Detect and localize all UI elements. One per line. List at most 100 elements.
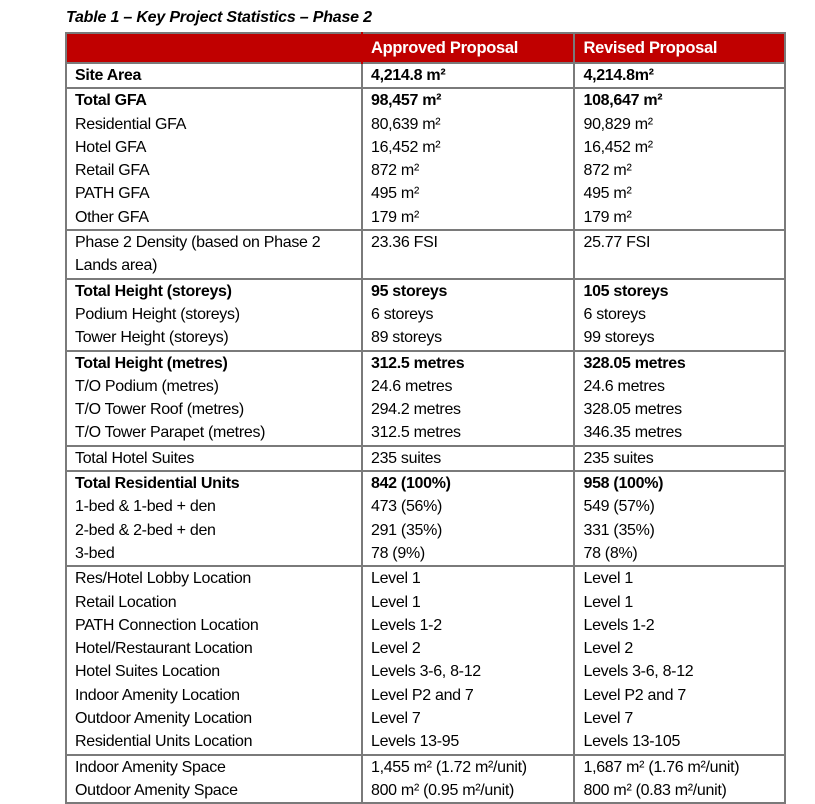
row-label: Residential Units Location bbox=[65, 730, 363, 755]
approved-value: 1,455 m² (1.72 m²/unit) bbox=[360, 753, 576, 779]
revised-value: 346.35 metres bbox=[573, 421, 786, 446]
approved-value: 78 (9%) bbox=[360, 541, 576, 567]
revised-value: Level 1 bbox=[573, 590, 786, 614]
approved-value: 24.6 metres bbox=[360, 374, 576, 399]
approved-value: Levels 13-95 bbox=[360, 730, 576, 755]
table-row: Residential Units Location Levels 13-95 Le… bbox=[65, 730, 786, 755]
table-row: Site Area 4,214.8 m² 4,214.8m² bbox=[65, 61, 786, 89]
revised-value: Levels 1-2 bbox=[573, 613, 786, 638]
revised-value: Levels 3-6, 8-12 bbox=[573, 660, 786, 684]
row-label: Outdoor Amenity Location bbox=[65, 707, 363, 731]
revised-value: 90,829 m² bbox=[573, 112, 786, 136]
revised-value: 6 storeys bbox=[573, 302, 786, 327]
revised-value: 872 m² bbox=[573, 159, 786, 183]
approved-value: 294.2 metres bbox=[360, 398, 576, 422]
table-row: Total Hotel Suites 235 suites 235 suites bbox=[65, 444, 786, 472]
row-label: Hotel Suites Location bbox=[65, 660, 363, 684]
approved-value: 872 m² bbox=[360, 159, 576, 183]
revised-value: Level 2 bbox=[573, 637, 786, 661]
header-blank bbox=[65, 32, 363, 63]
approved-value: Level 1 bbox=[360, 590, 576, 614]
revised-value: 78 (8%) bbox=[573, 541, 786, 567]
row-label: PATH Connection Location bbox=[65, 613, 363, 638]
table-row: Residential GFA 80,639 m² 90,829 m² bbox=[65, 112, 786, 136]
approved-value: 23.36 FSI bbox=[360, 229, 576, 279]
approved-value: 89 storeys bbox=[360, 326, 576, 351]
row-label: Residential GFA bbox=[65, 112, 363, 136]
row-label: PATH GFA bbox=[65, 182, 363, 206]
row-label: T/O Podium (metres) bbox=[65, 374, 363, 399]
key-project-statistics-table: Approved Proposal Revised Proposal Site … bbox=[65, 32, 786, 804]
table-row: Hotel GFA 16,452 m² 16,452 m² bbox=[65, 135, 786, 160]
revised-value: 328.05 metres bbox=[573, 349, 786, 375]
revised-value: 1,687 m² (1.76 m²/unit) bbox=[573, 753, 786, 779]
approved-value: Level 1 bbox=[360, 565, 576, 591]
row-label: Hotel/Restaurant Location bbox=[65, 637, 363, 661]
approved-value: 95 storeys bbox=[360, 277, 576, 303]
table-row: Retail GFA 872 m² 872 m² bbox=[65, 159, 786, 183]
header-approved-proposal: Approved Proposal bbox=[360, 32, 576, 63]
table-row: Other GFA 179 m² 179 m² bbox=[65, 205, 786, 231]
approved-value: Level 7 bbox=[360, 707, 576, 731]
row-label: Hotel GFA bbox=[65, 135, 363, 160]
table-row: Outdoor Amenity Location Level 7 Level 7 bbox=[65, 707, 786, 731]
row-label: Tower Height (storeys) bbox=[65, 326, 363, 351]
row-label: Phase 2 Density (based on Phase 2 Lands … bbox=[65, 229, 363, 279]
row-label: Podium Height (storeys) bbox=[65, 302, 363, 327]
revised-value: 495 m² bbox=[573, 182, 786, 206]
row-label: T/O Tower Roof (metres) bbox=[65, 398, 363, 422]
table-row: Total Height (storeys) 95 storeys 105 stor… bbox=[65, 277, 786, 303]
table-row: Phase 2 Density (based on Phase 2 Lands … bbox=[65, 229, 786, 279]
row-label: Retail Location bbox=[65, 590, 363, 614]
table-row: Total GFA 98,457 m² 108,647 m² bbox=[65, 87, 786, 113]
row-label: 2-bed & 2-bed + den bbox=[65, 518, 363, 542]
approved-value: 6 storeys bbox=[360, 302, 576, 327]
approved-value: 495 m² bbox=[360, 182, 576, 206]
table-row: Res/Hotel Lobby Location Level 1 Level 1 bbox=[65, 565, 786, 591]
table-row: T/O Podium (metres) 24.6 metres 24.6 metre… bbox=[65, 374, 786, 399]
approved-value: Levels 3-6, 8-12 bbox=[360, 660, 576, 684]
revised-value: 179 m² bbox=[573, 205, 786, 231]
row-label: Total Height (metres) bbox=[65, 349, 363, 375]
revised-value: 24.6 metres bbox=[573, 374, 786, 399]
approved-value: 291 (35%) bbox=[360, 518, 576, 542]
table-row: 2-bed & 2-bed + den 291 (35%) 331 (35%) bbox=[65, 518, 786, 542]
table-row: Podium Height (storeys) 6 storeys 6 storey… bbox=[65, 302, 786, 327]
revised-value: 549 (57%) bbox=[573, 495, 786, 519]
approved-value: 842 (100%) bbox=[360, 470, 576, 496]
table-row: PATH Connection Location Levels 1-2 Levels… bbox=[65, 613, 786, 638]
approved-value: Levels 1-2 bbox=[360, 613, 576, 638]
row-label: Total Residential Units bbox=[65, 470, 363, 496]
row-label: Total Hotel Suites bbox=[65, 444, 363, 472]
revised-value: 4,214.8m² bbox=[573, 61, 786, 89]
revised-value: 108,647 m² bbox=[573, 87, 786, 113]
approved-value: 312.5 metres bbox=[360, 421, 576, 446]
table-body: Site Area 4,214.8 m² 4,214.8m² Total GFA 98,… bbox=[65, 61, 786, 804]
table-row: Hotel Suites Location Levels 3-6, 8-12 Lev… bbox=[65, 660, 786, 684]
row-label: 3-bed bbox=[65, 541, 363, 567]
revised-value: 16,452 m² bbox=[573, 135, 786, 160]
revised-value: 99 storeys bbox=[573, 326, 786, 351]
revised-value: 235 suites bbox=[573, 444, 786, 472]
table-row: Hotel/Restaurant Location Level 2 Level 2 bbox=[65, 637, 786, 661]
table-row: 3-bed 78 (9%) 78 (8%) bbox=[65, 541, 786, 567]
table-caption: Table 1 – Key Project Statistics – Phase… bbox=[66, 9, 372, 26]
approved-value: 473 (56%) bbox=[360, 495, 576, 519]
revised-value: Level P2 and 7 bbox=[573, 683, 786, 708]
table-row: 1-bed & 1-bed + den 473 (56%) 549 (57%) bbox=[65, 495, 786, 519]
header-revised-proposal: Revised Proposal bbox=[573, 32, 786, 63]
table-row: Total Residential Units 842 (100%) 958 (10… bbox=[65, 470, 786, 496]
row-label: Indoor Amenity Space bbox=[65, 753, 363, 779]
approved-value: Level P2 and 7 bbox=[360, 683, 576, 708]
table-row: Retail Location Level 1 Level 1 bbox=[65, 590, 786, 614]
approved-value: 235 suites bbox=[360, 444, 576, 472]
approved-value: 312.5 metres bbox=[360, 349, 576, 375]
table-row: Total Height (metres) 312.5 metres 328.05 … bbox=[65, 349, 786, 375]
approved-value: 179 m² bbox=[360, 205, 576, 231]
revised-value: 105 storeys bbox=[573, 277, 786, 303]
approved-value: 80,639 m² bbox=[360, 112, 576, 136]
row-label: Other GFA bbox=[65, 205, 363, 231]
approved-value: Level 2 bbox=[360, 637, 576, 661]
row-label: Total GFA bbox=[65, 87, 363, 113]
table-row: PATH GFA 495 m² 495 m² bbox=[65, 182, 786, 206]
